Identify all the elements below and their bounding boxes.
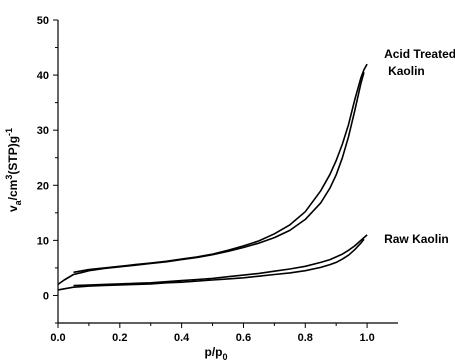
- svg-text:va/cm3(STP)g-1: va/cm3(STP)g-1: [4, 128, 23, 212]
- series-label: Kaolin: [388, 64, 425, 78]
- x-tick-label: 0.6: [236, 332, 251, 344]
- x-ticks: 0.0 0.2 0.4 0.6 0.8 1.0: [50, 323, 375, 344]
- series-label: Acid Treated: [384, 47, 455, 61]
- y-ticks: 0 10 20 30 40 50: [37, 15, 58, 324]
- series-labels: Acid Treated Kaolin Raw Kaolin: [384, 47, 455, 246]
- series-1-adsorption-line: [57, 238, 365, 291]
- series-0-desorption-line: [73, 63, 368, 274]
- x-tick-label: 0.0: [50, 332, 65, 344]
- x-tick-label: 1.0: [359, 332, 374, 344]
- series-0-adsorption-line: [57, 72, 365, 286]
- x-axis-title: p/p0: [204, 345, 227, 362]
- y-axis-title: va/cm3(STP)g-1: [4, 128, 23, 212]
- y-tick-label: 40: [37, 70, 49, 82]
- series-1-desorption-line: [73, 234, 368, 287]
- series-curves: [57, 63, 368, 291]
- x-tick-label: 0.8: [298, 332, 313, 344]
- y-tick-label: 20: [37, 180, 49, 192]
- x-tick-label: 0.4: [174, 332, 190, 344]
- y-tick-label: 10: [37, 235, 49, 247]
- x-tick-label: 0.2: [112, 332, 127, 344]
- series-label: Raw Kaolin: [384, 232, 449, 246]
- plot-area: 0.0 0.2 0.4 0.6 0.8 1.0 0 10 20 30 40 50: [37, 15, 398, 344]
- y-tick-label: 0: [43, 290, 49, 302]
- y-tick-label: 50: [37, 15, 49, 27]
- y-tick-label: 30: [37, 125, 49, 137]
